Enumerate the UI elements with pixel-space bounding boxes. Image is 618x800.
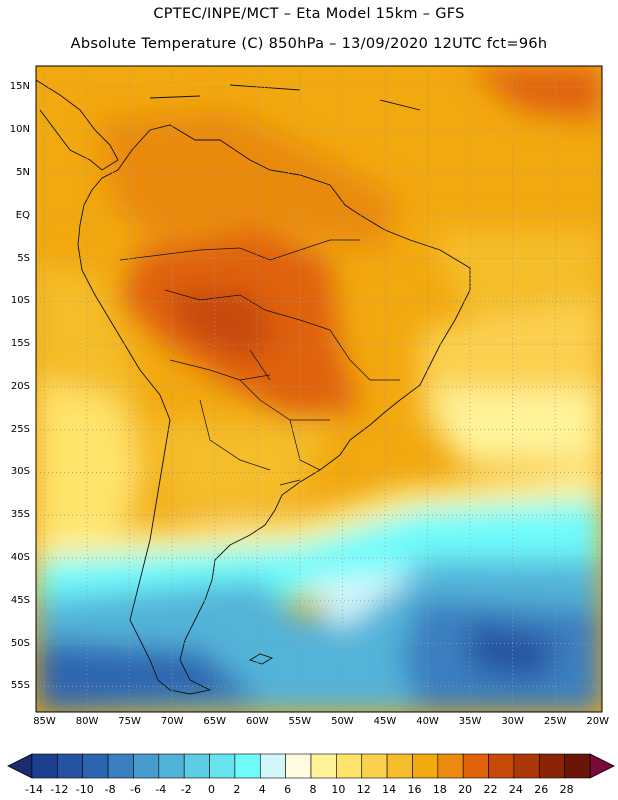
colorbar-label: 4 xyxy=(258,783,266,796)
plot-frame xyxy=(35,65,603,713)
colorbar-swatch xyxy=(57,753,84,779)
field-caribbean-hot xyxy=(470,66,602,120)
lon-label: 55W xyxy=(288,716,312,727)
lon-label: 75W xyxy=(118,716,141,727)
colorbar-swatch xyxy=(285,753,312,779)
colorbar-swatch xyxy=(259,753,286,779)
colorbar-label: 16 xyxy=(407,783,422,796)
lat-label: 5N xyxy=(16,166,30,178)
lat-label: EQ xyxy=(15,209,30,221)
colorbar-swatch xyxy=(386,753,413,779)
lat-label: 10N xyxy=(9,124,30,136)
lat-label: 20S xyxy=(10,380,30,392)
lon-label: 25W xyxy=(543,716,567,727)
colorbar-swatch xyxy=(82,753,109,779)
lat-label: 5S xyxy=(17,252,30,264)
colorbar-label: -12 xyxy=(50,783,69,796)
colorbar-swatch xyxy=(361,753,388,779)
field-pacific-yellow xyxy=(36,380,140,560)
colorbar-swatch xyxy=(107,753,134,779)
field-cold-tongue xyxy=(300,570,420,630)
lon-label: 70W xyxy=(160,716,184,727)
colorbar-swatch xyxy=(158,753,185,779)
lat-label: 40S xyxy=(10,551,30,563)
lat-label: 45S xyxy=(10,594,30,606)
colorbar-swatch xyxy=(310,753,337,779)
lat-label: 35S xyxy=(10,509,30,521)
lon-label: 50W xyxy=(331,716,354,727)
colorbar-swatch xyxy=(538,753,565,779)
colorbar-label: 18 xyxy=(432,783,447,796)
colorbar-label: 14 xyxy=(382,783,397,796)
colorbar-high-arrow xyxy=(589,753,615,779)
colorbar-label: 8 xyxy=(309,783,317,796)
colorbar-label: 20 xyxy=(458,783,473,796)
colorbar-label: 28 xyxy=(559,783,574,796)
lat-label: 15N xyxy=(9,81,30,93)
lat-label: 50S xyxy=(10,637,30,649)
colorbar-swatch xyxy=(462,753,489,779)
colorbar-swatch xyxy=(513,753,540,779)
central-america-coastline xyxy=(35,79,119,171)
field-atlantic-orange xyxy=(430,230,602,330)
colorbar-label: 2 xyxy=(233,783,241,796)
colorbar-low-arrow xyxy=(7,753,33,779)
colorbar xyxy=(7,753,615,779)
colorbar-swatch xyxy=(234,753,261,779)
field-coldest-east xyxy=(470,620,560,680)
lon-label: 65W xyxy=(203,716,227,727)
colorbar-label: 24 xyxy=(508,783,523,796)
map-title: CPTEC/INPE/MCT – Eta Model 15km – GFS xyxy=(153,6,465,22)
colorbar-swatch xyxy=(31,753,58,779)
colorbar-label: 6 xyxy=(284,783,292,796)
colorbar-swatch xyxy=(209,753,236,779)
colorbar-label: 0 xyxy=(208,783,216,796)
colorbar-label: -8 xyxy=(104,783,116,796)
colorbar-label: 10 xyxy=(331,783,346,796)
colorbar-swatch xyxy=(488,753,515,779)
colorbar-label: -14 xyxy=(25,783,43,796)
lon-label: 80W xyxy=(75,716,99,727)
lat-label: 10S xyxy=(10,295,30,307)
field-south-tongue xyxy=(150,420,330,520)
lat-label: 30S xyxy=(10,466,30,478)
colorbar-swatch xyxy=(412,753,439,779)
colorbar-label: -2 xyxy=(180,783,192,796)
lon-label: 20W xyxy=(586,716,610,727)
colorbar-label: -10 xyxy=(75,783,94,796)
lon-label: 40W xyxy=(416,716,439,727)
lon-label: 30W xyxy=(501,716,524,727)
lat-label: 15S xyxy=(10,338,30,350)
colorbar-swatch xyxy=(336,753,363,779)
colorbar-swatch xyxy=(437,753,464,779)
colorbar-swatch xyxy=(133,753,160,779)
lon-label: 60W xyxy=(245,716,269,727)
lat-label: 55S xyxy=(10,680,30,692)
field-cold-deep-west xyxy=(36,640,260,712)
colorbar-label: -4 xyxy=(155,783,167,796)
lon-label: 45W xyxy=(373,716,397,727)
colorbar-swatch xyxy=(564,753,591,779)
falklands xyxy=(248,653,274,665)
lon-label: 35W xyxy=(458,716,482,727)
map-subtitle: Absolute Temperature (C) 850hPa – 13/09/… xyxy=(70,36,548,52)
field-atlantic-yellow xyxy=(430,390,602,460)
colorbar-label: 12 xyxy=(356,783,371,796)
temperature-field xyxy=(36,66,602,712)
colorbar-label: 22 xyxy=(483,783,498,796)
colorbar-label: -6 xyxy=(129,783,141,796)
field-hottest-core xyxy=(170,290,280,360)
national-borders xyxy=(119,239,400,486)
lon-label: 85W xyxy=(33,716,56,727)
colorbar-label: 26 xyxy=(534,783,549,796)
colorbar-swatch xyxy=(183,753,210,779)
field-north-warm xyxy=(100,110,400,250)
field-cold-cyan xyxy=(36,500,602,610)
lat-label: 25S xyxy=(10,423,30,435)
